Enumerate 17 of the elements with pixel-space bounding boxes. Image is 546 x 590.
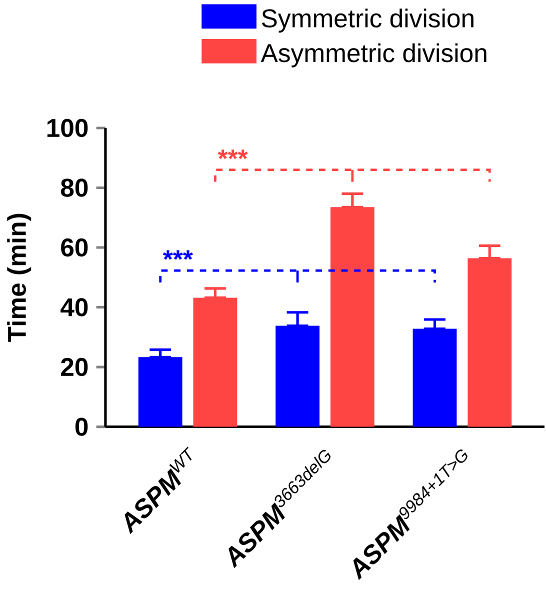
y-tick-label: 20 xyxy=(61,358,88,376)
legend-label: Asymmetric division xyxy=(260,43,486,68)
y-tick-label: 80 xyxy=(61,178,88,197)
bar xyxy=(330,207,374,427)
y-tick-label: 100 xyxy=(48,118,88,138)
bar xyxy=(276,326,320,427)
bar xyxy=(468,258,512,427)
y-tick-label: 60 xyxy=(61,238,88,257)
annotation: *** xyxy=(218,150,248,160)
annotation: *** xyxy=(163,250,194,260)
y-tick-label: 0 xyxy=(76,418,88,436)
legend-label: Symmetric division xyxy=(262,8,474,33)
bar xyxy=(193,298,238,427)
bar xyxy=(138,357,182,427)
bar xyxy=(412,328,457,427)
y-axis-title: Time (min) xyxy=(7,214,32,342)
y-tick-label: 40 xyxy=(60,298,88,316)
